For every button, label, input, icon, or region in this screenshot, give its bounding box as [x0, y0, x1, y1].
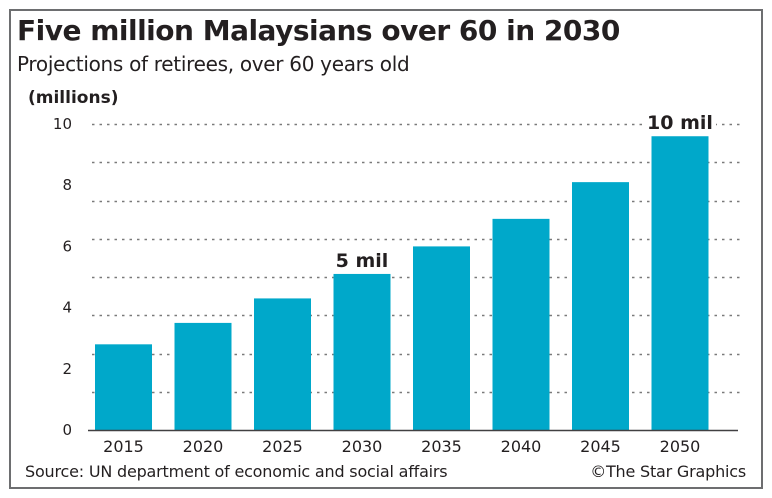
- bar-2020: [174, 322, 232, 430]
- bar-2040: [492, 218, 550, 430]
- y-tick-label: 8: [62, 176, 72, 194]
- bar-2025: [254, 298, 311, 430]
- data-label-2050: 10 mil: [647, 112, 713, 134]
- y-axis-label: (millions): [28, 88, 119, 108]
- source-note: Source: UN department of economic and so…: [25, 462, 448, 481]
- annotation-background: [644, 111, 716, 134]
- y-axis-ticks: 0 2 4 6 8 10: [53, 115, 72, 439]
- chart-subtitle: Projections of retirees, over 60 years o…: [17, 52, 410, 76]
- x-tick-label: 2015: [103, 437, 144, 456]
- x-tick-label: 2020: [183, 437, 224, 456]
- bar-2035: [413, 246, 470, 430]
- y-tick-label: 6: [62, 237, 72, 255]
- x-tick-label: 2050: [660, 437, 701, 456]
- credit-note: ©The Star Graphics: [590, 462, 746, 481]
- bars: [95, 136, 709, 431]
- bar-2050: [651, 136, 709, 431]
- chart-title: Five million Malaysians over 60 in 2030: [17, 14, 620, 47]
- x-tick-label: 2025: [262, 437, 303, 456]
- y-tick-label: 2: [62, 360, 72, 378]
- x-tick-label: 2045: [580, 437, 621, 456]
- y-tick-label: 10: [53, 115, 72, 133]
- x-tick-label: 2030: [342, 437, 383, 456]
- bar-2045: [572, 182, 629, 430]
- y-tick-label: 4: [62, 299, 72, 317]
- data-label-2030: 5 mil: [336, 250, 389, 272]
- annotation-background: [331, 248, 393, 271]
- bar-2015: [95, 344, 152, 430]
- x-tick-label: 2040: [501, 437, 542, 456]
- y-tick-label: 0: [62, 421, 72, 439]
- data-annotations: 5 mil 10 mil: [331, 111, 716, 272]
- x-tick-label: 2035: [421, 437, 462, 456]
- bar-2030: [333, 273, 391, 430]
- x-axis-ticks: 2015 2020 2025 2030 2035 2040 2045 2050: [103, 437, 700, 456]
